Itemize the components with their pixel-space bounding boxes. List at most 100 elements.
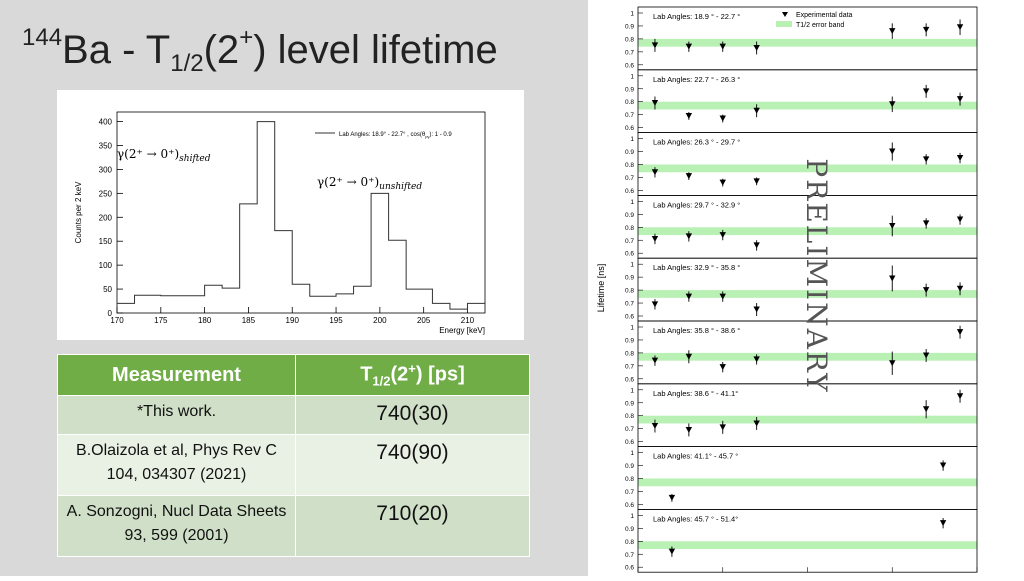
y-tick-label: 1 xyxy=(630,136,634,143)
data-point xyxy=(651,169,659,176)
data-point xyxy=(889,275,896,282)
peak-annotation-subscript: unshifted xyxy=(379,182,422,192)
data-point xyxy=(668,548,676,555)
data-point xyxy=(889,360,896,367)
header-part: T xyxy=(360,363,373,386)
error-band xyxy=(638,101,977,110)
data-point xyxy=(719,364,726,371)
panel-label: Lab Angles: 29.7 ° - 32.9 ° xyxy=(653,200,740,209)
data-point xyxy=(719,179,726,186)
panel-label: Lab Angles: 35.8 ° - 38.6 ° xyxy=(653,326,740,335)
error-band xyxy=(638,478,977,487)
y-tick-label: 0.6 xyxy=(625,62,634,69)
data-point xyxy=(651,235,659,242)
y-tick-label: 200 xyxy=(99,213,113,222)
value-cell: 740(30) xyxy=(295,395,530,435)
x-tick-label: 205 xyxy=(417,316,431,325)
table-header-row: Measurement T1/2(2+) [ps] xyxy=(57,354,530,396)
lifetime-table: Measurement T1/2(2+) [ps] *This work. 74… xyxy=(57,354,530,557)
error-band xyxy=(638,415,977,424)
panel-label: Lab Angles: 22.7 ° - 26.3 ° xyxy=(653,75,740,84)
lifetime-svg: 0.6 0.7 0.8 0.9 1 Lab Angles: 18.9 ° - 22.7 °… xyxy=(596,6,979,581)
value-cell: 710(20) xyxy=(295,495,530,557)
y-tick-label: 0.9 xyxy=(625,149,634,156)
y-tick-label: 400 xyxy=(99,118,113,127)
x-tick-label: 190 xyxy=(286,316,300,325)
y-tick-label: 0.6 xyxy=(625,502,634,509)
y-tick-label: 0.8 xyxy=(625,36,634,43)
legend-label: T1/2 error band xyxy=(796,22,844,29)
panel-label: Lab Angles: 26.3 ° - 29.7 ° xyxy=(653,138,740,147)
x-tick-label: 195 xyxy=(329,316,343,325)
data-point xyxy=(685,173,693,180)
data-point xyxy=(889,148,896,155)
error-band xyxy=(638,38,977,47)
data-point xyxy=(939,520,947,527)
data-point xyxy=(719,43,726,50)
error-band xyxy=(638,352,977,361)
y-tick-label: 0.8 xyxy=(625,350,634,357)
data-point xyxy=(956,329,964,336)
measurement-cell: *This work. xyxy=(57,395,296,435)
lifetime-chart: 0.6 0.7 0.8 0.9 1 Lab Angles: 18.9 ° - 22.7 °… xyxy=(590,0,1024,581)
data-point xyxy=(922,352,930,359)
data-point xyxy=(939,462,947,469)
data-point xyxy=(719,115,726,122)
y-tick-label: 0.9 xyxy=(625,86,634,93)
error-band xyxy=(638,227,977,236)
data-point xyxy=(922,88,930,95)
y-tick-label: 0.9 xyxy=(625,526,634,533)
panel-label: Lab Angles: 18.9 ° - 22.7 ° xyxy=(653,12,740,21)
data-point xyxy=(651,357,659,364)
data-point xyxy=(668,494,676,501)
y-tick-label: 0.9 xyxy=(625,23,634,30)
data-point xyxy=(922,287,930,294)
data-point xyxy=(956,393,964,400)
y-tick-label: 1 xyxy=(630,262,634,269)
data-point xyxy=(753,356,760,363)
data-point xyxy=(651,42,659,49)
y-tick-label: 0.7 xyxy=(625,552,634,559)
measurement-cell: A. Sonzogni, Nucl Data Sheets 93, 599 (2… xyxy=(57,495,296,557)
x-tick-label: 175 xyxy=(154,316,168,325)
y-tick-label: 350 xyxy=(99,142,113,151)
data-point xyxy=(956,24,964,31)
data-point xyxy=(922,406,930,413)
y-tick-label: 0.7 xyxy=(625,175,634,182)
y-tick-label: 1 xyxy=(630,199,634,206)
y-tick-label: 0.6 xyxy=(625,314,634,321)
y-tick-label: 50 xyxy=(103,285,112,294)
table-row: A. Sonzogni, Nucl Data Sheets 93, 599 (2… xyxy=(57,495,530,557)
data-point xyxy=(685,112,693,119)
data-point xyxy=(922,26,930,33)
x-axis-label: Energy [keV] xyxy=(439,326,485,335)
header-subscript: 1/2 xyxy=(372,373,391,389)
y-tick-label: 0.8 xyxy=(625,288,634,295)
y-tick-label: 0.7 xyxy=(625,49,634,56)
y-tick-label: 0.6 xyxy=(625,439,634,446)
data-point xyxy=(922,156,930,163)
data-point xyxy=(956,155,964,162)
y-tick-label: 0.9 xyxy=(625,212,634,219)
table-row: *This work. 740(30) xyxy=(57,395,530,435)
header-part: (2 xyxy=(390,363,409,386)
legend-label: Lab Angles: 18.9° - 22.7° , cos(θpγ): 1 … xyxy=(339,132,452,139)
y-tick-label: 150 xyxy=(99,237,113,246)
peak-annotation: γ(2⁺ → 0⁺)shifted xyxy=(117,147,211,164)
preliminary-watermark: PRELIMINARY xyxy=(800,158,833,393)
value-cell: 740(90) xyxy=(295,434,530,496)
peak-annotation-subscript: shifted xyxy=(179,154,211,164)
y-tick-label: 0.8 xyxy=(625,225,634,232)
error-band xyxy=(638,164,977,173)
data-point xyxy=(956,96,964,103)
legend-tail: ): 1 - 0.9 xyxy=(429,132,452,138)
y-tick-label: 1 xyxy=(630,387,634,394)
y-tick-label: 1 xyxy=(630,73,634,80)
data-point xyxy=(651,423,659,430)
y-tick-label: 0.7 xyxy=(625,426,634,433)
y-tick-label: 250 xyxy=(99,189,113,198)
error-band xyxy=(638,541,977,550)
y-tick-label: 1 xyxy=(630,513,634,520)
y-tick-label: 1 xyxy=(630,11,634,18)
y-tick-label: 0 xyxy=(108,309,113,318)
